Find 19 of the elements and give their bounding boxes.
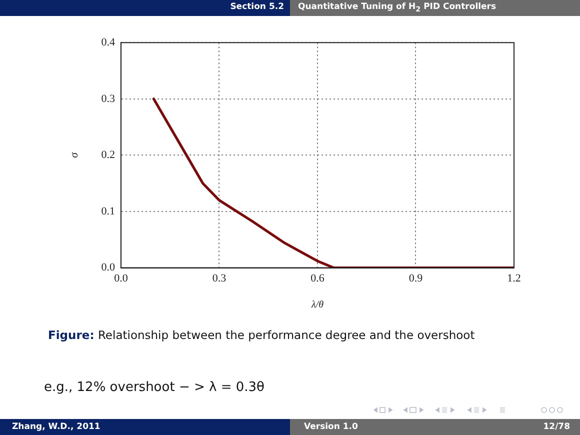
text: e.g., 12% overshoot − > λ = 0.3θ — [44, 380, 264, 395]
text: Version 1.0 — [304, 422, 358, 432]
x-tick-label: 0.6 — [310, 272, 325, 284]
x-tick-label: 0.0 — [114, 272, 128, 284]
x-axis-title: λ/θ — [310, 300, 324, 311]
text: Figure: Relationship between the performance degree and the overshoot — [48, 328, 475, 342]
text: Section 5.2 — [230, 2, 284, 12]
chart-title: Quantitative Tuning of H$_{2}$ PID Controllers — [298, 2, 496, 14]
y-tick-label: 0.2 — [101, 149, 115, 162]
y-tick-label: 0.4 — [101, 36, 116, 48]
text: Zhang, W.D., 2011 — [12, 422, 100, 432]
y-tick-label: 0.0 — [101, 262, 116, 274]
y-tick-label: 0.1 — [101, 205, 115, 218]
text: 12/78 — [543, 422, 570, 432]
x-tick-label: 0.9 — [408, 272, 424, 284]
x-tick-label: 1.2 — [507, 272, 521, 284]
y-tick-label: 0.3 — [101, 92, 116, 105]
y-axis-title: σ — [68, 152, 80, 158]
x-tick-label: 0.3 — [212, 272, 227, 284]
